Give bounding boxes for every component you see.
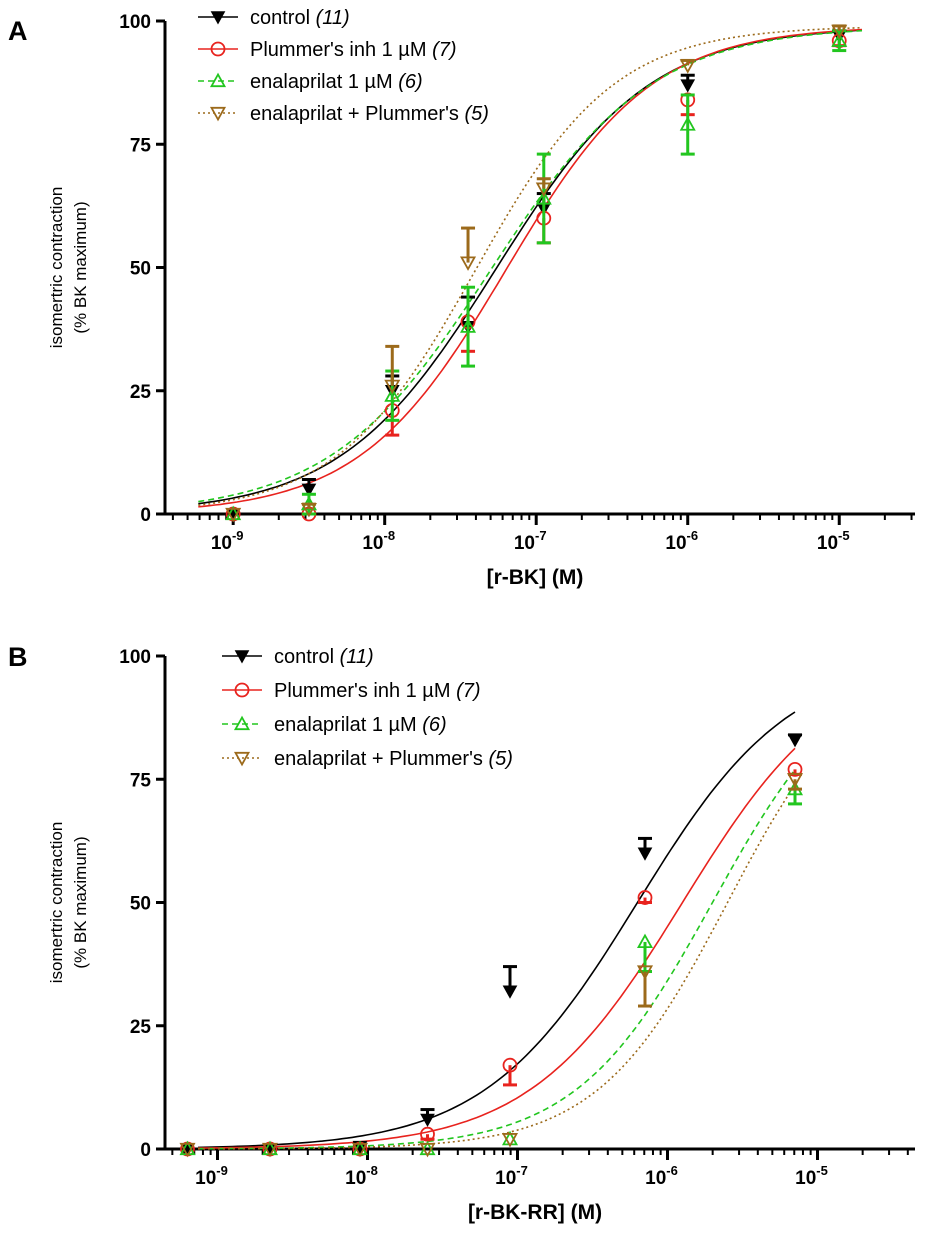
data-point-enal_plummer xyxy=(419,1142,436,1158)
y-axis-label-2: (% BK maximum) xyxy=(71,201,90,333)
legend-label: control (11) xyxy=(274,646,374,668)
x-tick-label: 10-8 xyxy=(362,528,395,554)
data-point-enal_plummer xyxy=(351,1142,369,1158)
legend-label: enalaprilat + Plummer's (5) xyxy=(250,103,489,125)
panel-b: B 0 25 50 75 100 10-9 10-8 10-7 10-6 10-5 [r-BK-RR]… xyxy=(8,642,915,1224)
y-tick-label: 100 xyxy=(119,647,151,668)
legend-entry-enal_plummer: enalaprilat + Plummer's (5) xyxy=(222,748,513,770)
y-tick-label: 0 xyxy=(140,1140,151,1161)
y-tick-label: 75 xyxy=(130,135,152,156)
data-point-enalaprilat xyxy=(831,32,848,47)
fit-curve-plummer xyxy=(198,28,863,508)
data-point-control xyxy=(420,1113,435,1127)
legend-entry-enal_plummer: enalaprilat + Plummer's (5) xyxy=(198,103,489,125)
legend-label: enalaprilat + Plummer's (5) xyxy=(274,748,513,770)
x-tick-label: 10-6 xyxy=(645,1163,678,1189)
x-tick-label: 10-7 xyxy=(514,528,547,554)
data-point-control xyxy=(637,847,653,861)
fit-curve-enal_plummer xyxy=(197,784,796,1150)
x-tick-label: 10-5 xyxy=(817,528,850,554)
y-tick-label: 25 xyxy=(130,1017,152,1038)
fit-curve-control xyxy=(197,711,796,1149)
fit-curve-plummer xyxy=(198,747,796,1149)
y-tick-label: 0 xyxy=(140,505,151,526)
x-tick-label: 10-9 xyxy=(195,1163,228,1189)
data-point-control xyxy=(787,734,803,748)
data-point-plummer xyxy=(637,890,653,905)
x-tick-label: 10-6 xyxy=(665,528,698,554)
legend-marker xyxy=(233,751,251,767)
legend-entry-control: control (11) xyxy=(222,646,374,668)
data-point-control xyxy=(680,79,696,93)
data-point-enal_plummer xyxy=(679,59,696,74)
data-point-enal_plummer xyxy=(225,507,242,523)
fit-curve-control xyxy=(198,29,863,505)
legend-label: Plummer's inh 1 µM (7) xyxy=(250,39,457,61)
fit-curve-enalaprilat xyxy=(198,29,863,503)
data-point-enal_plummer xyxy=(831,24,848,40)
x-tick-label: 10-8 xyxy=(345,1163,378,1189)
data-point-enalaprilat xyxy=(679,116,696,131)
y-axis-label: isomertric contraction xyxy=(47,187,66,349)
data-point-enal_plummer xyxy=(786,773,804,788)
data-point-enal_plummer xyxy=(300,502,317,518)
data-point-enalaprilat xyxy=(460,318,477,333)
legend-entry-enalaprilat: enalaprilat 1 µM (6) xyxy=(222,714,447,736)
y-axis-label-2: (% BK maximum) xyxy=(71,836,90,968)
data-point-enal_plummer xyxy=(460,256,477,271)
legend-marker xyxy=(209,72,227,88)
x-tick-label: 10-7 xyxy=(495,1163,528,1189)
legend-marker xyxy=(209,106,227,122)
legend-label: Plummer's inh 1 µM (7) xyxy=(274,680,481,702)
data-point-enalaprilat xyxy=(535,190,552,205)
y-axis-label: isomertric contraction xyxy=(47,822,66,984)
legend-label: enalaprilat 1 µM (6) xyxy=(274,714,447,736)
data-point-enalaprilat xyxy=(384,387,401,402)
legend-label: control (11) xyxy=(250,7,350,29)
legend-entry-plummer: Plummer's inh 1 µM (7) xyxy=(198,39,457,61)
data-point-enal_plummer xyxy=(261,1142,279,1158)
legend-marker xyxy=(233,715,251,731)
panel-letter: B xyxy=(8,642,28,672)
panel-a: A 0 25 50 75 100 10-9 10-8 10-7 10-6 10-5 [r-BK] (M… xyxy=(8,7,915,589)
legend-marker xyxy=(210,41,226,57)
legend-entry-plummer: Plummer's inh 1 µM (7) xyxy=(222,680,481,702)
legend-marker xyxy=(234,650,250,664)
x-axis-label: [r-BK] (M) xyxy=(487,566,584,589)
legend-entry-control: control (11) xyxy=(198,7,350,29)
fit-curve-enal_plummer xyxy=(198,27,863,506)
legend-label: enalaprilat 1 µM (6) xyxy=(250,71,423,93)
data-point-control xyxy=(301,483,317,497)
x-tick-label: 10-5 xyxy=(795,1163,828,1189)
y-tick-label: 50 xyxy=(130,894,151,915)
legend-entry-enalaprilat: enalaprilat 1 µM (6) xyxy=(198,71,423,93)
y-tick-label: 25 xyxy=(130,382,152,403)
y-tick-label: 100 xyxy=(119,12,151,33)
data-point-enal_plummer xyxy=(179,1142,196,1158)
legend-marker xyxy=(234,682,250,698)
data-point-enal_plummer xyxy=(501,1133,519,1148)
data-point-enal_plummer xyxy=(384,379,401,395)
data-point-plummer xyxy=(787,761,803,777)
data-point-plummer xyxy=(502,1057,518,1073)
y-tick-label: 75 xyxy=(130,770,152,791)
legend-marker xyxy=(210,11,226,25)
fit-curve-enalaprilat xyxy=(198,769,796,1150)
data-point-enalaprilat xyxy=(636,933,654,949)
x-axis-label: [r-BK-RR] (M) xyxy=(468,1201,602,1224)
data-point-enal_plummer xyxy=(636,965,654,980)
panel-letter: A xyxy=(8,16,28,46)
data-point-enal_plummer xyxy=(535,182,552,197)
y-tick-label: 50 xyxy=(130,259,151,280)
x-tick-label: 10-9 xyxy=(211,528,244,554)
data-point-control xyxy=(502,985,518,999)
